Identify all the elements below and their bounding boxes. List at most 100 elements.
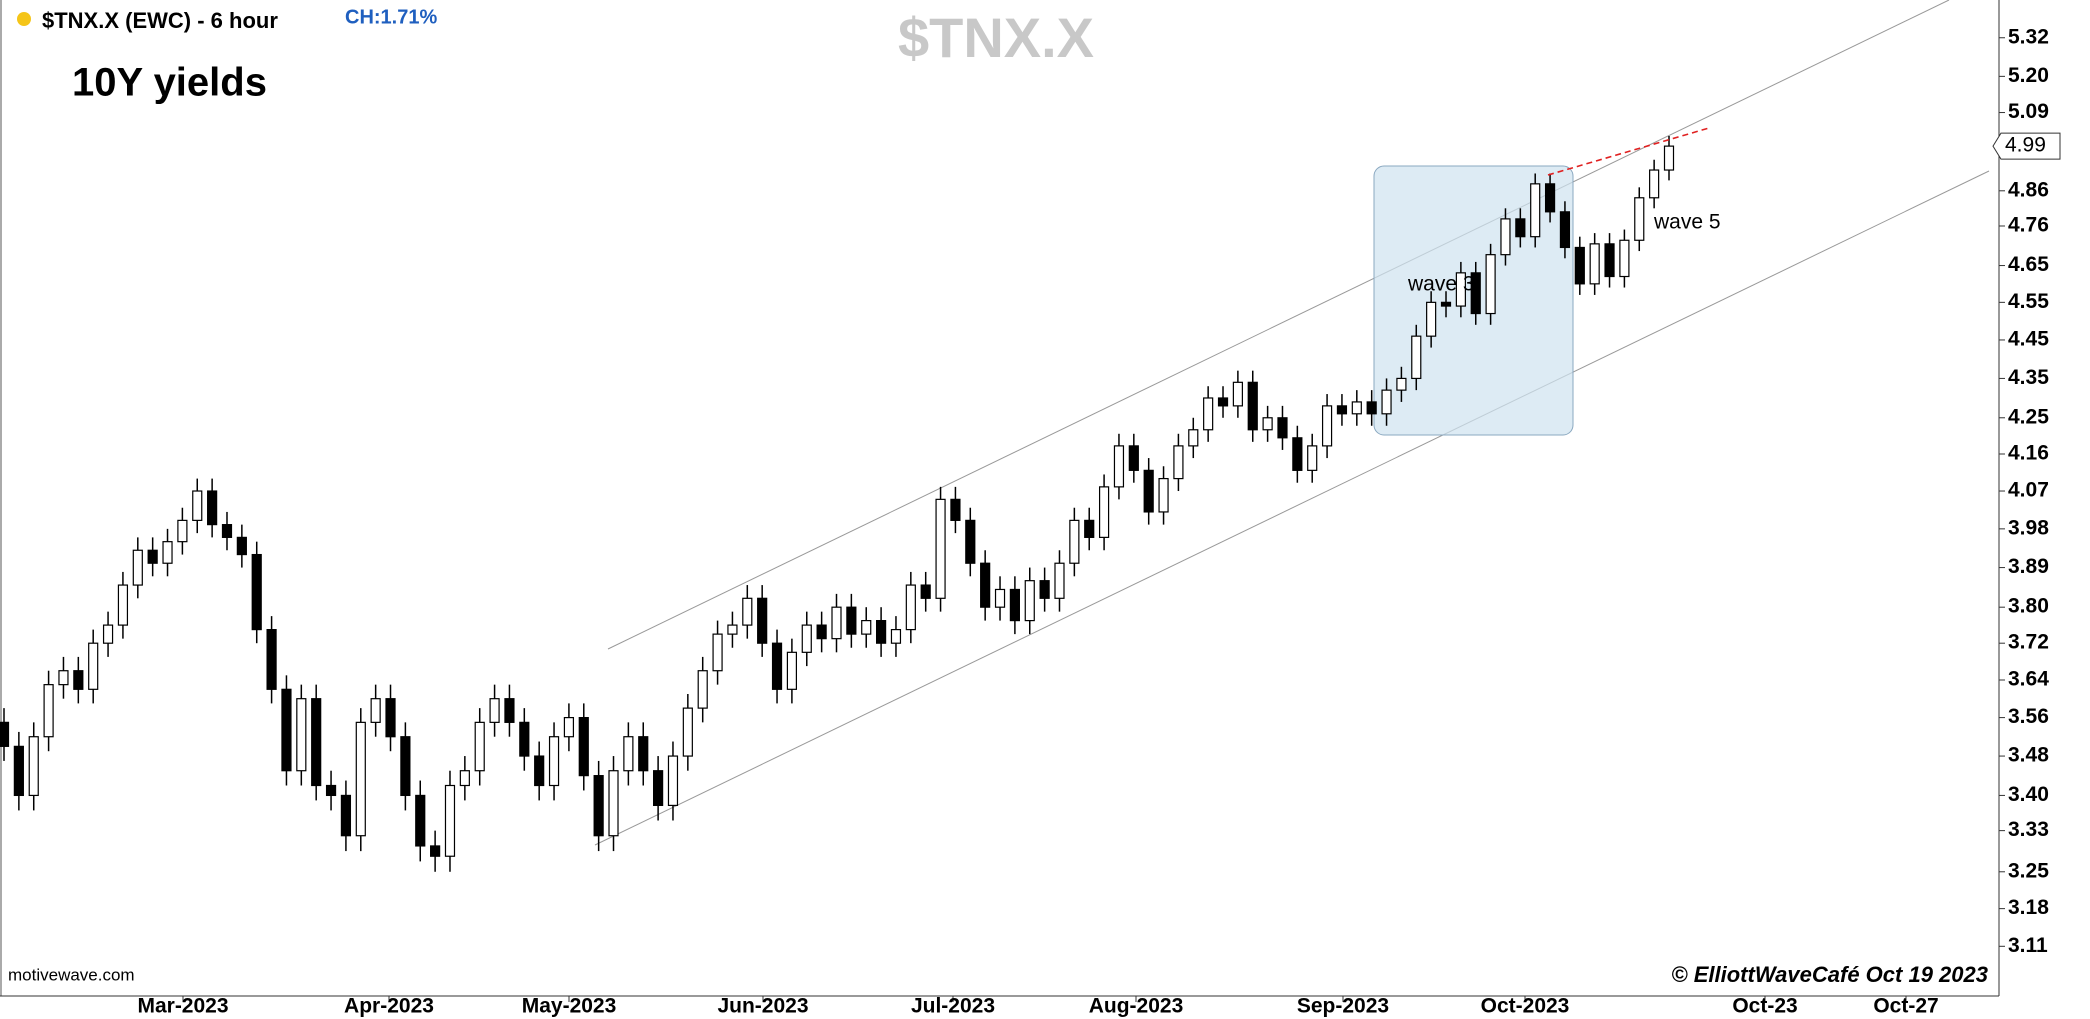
candle-body	[1559, 211, 1571, 249]
candle-body	[1351, 401, 1362, 415]
y-tick-label: 3.18	[2008, 896, 2049, 919]
x-tick-label: May-2023	[522, 995, 617, 1018]
y-tick-label: 5.32	[2008, 25, 2049, 48]
candle-body	[593, 775, 604, 837]
candle-body	[73, 670, 84, 690]
x-tick-label: Jun-2023	[717, 995, 808, 1018]
annotation: wave 3	[1407, 273, 1475, 296]
annotation: wave 5	[1653, 211, 1721, 234]
candle-body	[28, 736, 39, 797]
candle-body	[534, 755, 545, 787]
x-tick-label: Aug-2023	[1089, 995, 1184, 1018]
candle-body	[459, 770, 470, 787]
candle-body	[1128, 445, 1139, 471]
y-tick-label: 4.76	[2008, 214, 2049, 237]
x-tick-label: Oct-23	[1732, 995, 1797, 1018]
candle-body	[608, 770, 619, 837]
candle-body	[474, 721, 485, 772]
candle-body	[117, 584, 129, 626]
candle-body	[1485, 254, 1496, 315]
candle-body	[1396, 377, 1407, 391]
y-tick-label: 3.48	[2008, 744, 2049, 767]
candle-body	[994, 588, 1006, 608]
candle-body	[905, 584, 916, 631]
channel-upper	[607, 0, 1950, 650]
y-tick-label: 3.56	[2008, 705, 2049, 728]
candle-body	[207, 490, 218, 526]
candle-body	[430, 845, 441, 857]
candle-body	[1544, 183, 1556, 213]
y-tick-label: 3.33	[2008, 818, 2049, 841]
candle-body	[1173, 445, 1184, 480]
resistance-line	[1547, 127, 1710, 176]
candle-body	[1009, 588, 1020, 622]
candle-body	[1336, 405, 1348, 415]
candle-body	[385, 698, 396, 738]
candle-body	[727, 624, 738, 635]
x-tick-label: Mar-2023	[137, 995, 228, 1018]
candle-body	[1188, 429, 1199, 447]
candle-body	[43, 684, 54, 738]
candle-body	[444, 784, 456, 857]
candle-body	[1426, 301, 1437, 337]
candle-body	[1515, 218, 1526, 238]
candle-body	[548, 736, 560, 787]
status-dot	[17, 12, 31, 26]
candle-body	[1455, 272, 1466, 307]
candle-body	[1366, 401, 1377, 415]
candle-body	[281, 688, 292, 772]
y-tick-label: 3.98	[2008, 516, 2049, 539]
y-tick-label: 4.35	[2008, 366, 2049, 389]
candle-body	[1247, 381, 1258, 431]
candle-body	[1663, 145, 1675, 171]
y-tick-label: 3.89	[2008, 555, 2049, 578]
x-tick-label: Oct-27	[1873, 995, 1938, 1018]
candle-body	[504, 698, 515, 723]
candle-body	[786, 651, 798, 690]
candle-body	[132, 549, 143, 586]
candle-body	[697, 670, 708, 709]
watermark: $TNX.X	[898, 6, 1094, 69]
candle-body	[861, 620, 872, 635]
y-tick-label: 3.64	[2008, 668, 2049, 691]
x-tick-label: Jul-2023	[911, 995, 995, 1018]
y-tick-label: 4.55	[2008, 290, 2049, 313]
candle-body	[0, 721, 10, 747]
candle-body	[1069, 519, 1080, 564]
y-tick-label: 4.07	[2008, 479, 2049, 502]
candle-body	[1619, 239, 1630, 278]
candle-body	[1277, 417, 1288, 439]
candle-body	[88, 642, 99, 690]
candle-body	[965, 519, 976, 564]
candle-body	[757, 597, 768, 644]
candle-body	[1158, 477, 1169, 513]
y-tick-label: 3.25	[2008, 859, 2049, 882]
candle-body	[236, 536, 247, 556]
x-tick-label: Oct-2023	[1481, 995, 1570, 1018]
candle-body	[1039, 580, 1050, 599]
candle-body	[400, 736, 411, 797]
candle-body	[846, 606, 857, 635]
candle-body	[801, 624, 812, 653]
candle-body	[489, 698, 500, 723]
credit: © ElliottWaveCafé Oct 19 2023	[1671, 962, 1988, 987]
candle-body	[578, 716, 589, 777]
candle-body	[667, 755, 679, 807]
candle-body	[1381, 389, 1392, 415]
candle-body	[1440, 301, 1452, 307]
candle-body	[1604, 243, 1615, 278]
candle-body	[102, 624, 114, 644]
last-price-label: 4.99	[2005, 134, 2046, 157]
candle-body	[1292, 437, 1303, 471]
candle-body	[742, 597, 753, 626]
candle-body	[1217, 397, 1229, 407]
y-tick-label: 4.65	[2008, 253, 2049, 276]
candle-body	[682, 707, 693, 757]
candle-body	[920, 584, 931, 599]
candle-body	[1098, 486, 1110, 538]
candle-body	[1470, 272, 1481, 315]
candle-body	[415, 794, 426, 847]
candle-body	[1232, 381, 1243, 407]
candle-body	[58, 670, 69, 686]
